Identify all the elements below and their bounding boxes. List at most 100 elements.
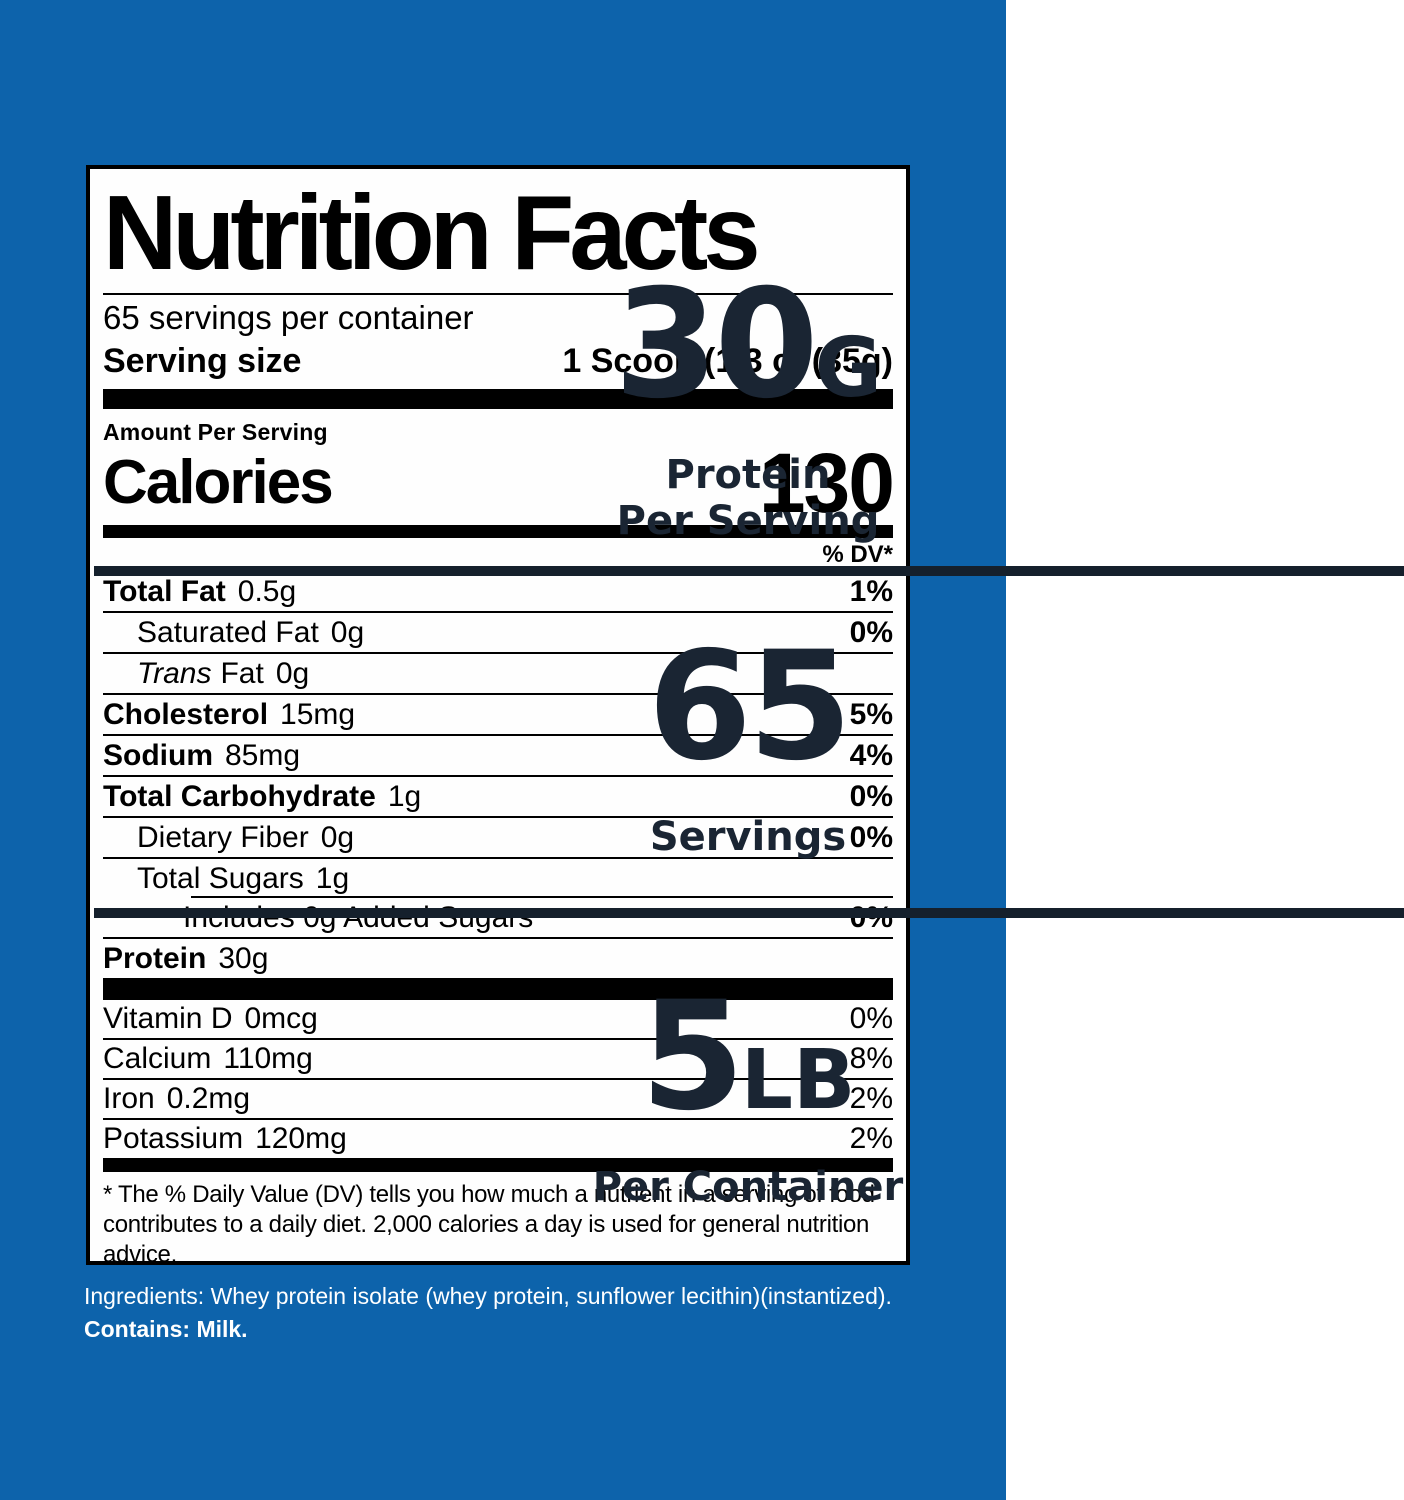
label-title: Nutrition Facts [103,174,761,292]
calories-label: Calories [103,448,334,517]
nutrient-amount: 0.5g [237,574,297,608]
separator-bar-medium [103,1158,893,1172]
nutrient-name: Total Fat [103,574,226,608]
right-stats-panel [1006,0,1404,1500]
nutrient-dv: 0% [849,779,893,813]
stat-weight-per-container: 5LB Per Container [96,982,1400,1210]
row-total-carbohydrate: Total Carbohydrate 1g 0% [103,777,893,818]
stat-caption-line1: Per Container [592,1164,904,1210]
nutrient-amount: 1g [315,861,350,895]
serving-size-value: 1 Scoop (1/3 c) (35g) [562,342,893,380]
stat-caption: Servings [96,814,1400,860]
vitamin-dv: 2% [849,1122,893,1155]
amount-per-serving-label: Amount Per Serving [103,419,328,445]
dv-footnote: * The % Daily Value (DV) tells you how m… [103,1181,875,1265]
calories-row: Calories 130 [103,436,895,530]
row-sodium: Sodium 85mg 4% [103,736,893,777]
nutrient-name: Protein [103,941,207,975]
stat-value: 65 [96,632,1400,806]
stat-divider [94,566,1404,576]
nutrient-name-amount: Saturated Fat 0g [103,616,364,650]
vitamin-name-amount: Iron 0.2mg [103,1082,250,1116]
stat-caption: Protein Per Serving [96,452,1400,544]
stat-caption-line1: Protein [665,452,831,498]
row-total-fat: Total Fat 0.5g 1% [103,572,893,613]
nutrient-amount: 30g [218,941,269,975]
vitamin-amount: 120mg [255,1122,347,1155]
nutrient-name-amount: Total Carbohydrate 1g [103,780,421,814]
vitamin-dv: 0% [849,1002,893,1035]
nutrient-dv: 4% [849,738,893,772]
daily-value-header: % DV* [822,541,893,568]
nutrient-name-amount: Sodium 85mg [103,739,300,773]
servings-per-container: 65 servings per container [103,299,474,336]
nutrient-amount: 0g [275,656,310,690]
stat-value: 30G [96,270,1400,444]
nutrient-dv: 5% [849,697,893,731]
nutrient-amount: 0g [330,615,365,649]
stat-number: 30 [613,258,819,432]
ingredients-text: Ingredients: Whey protein isolate (whey … [84,1283,892,1309]
nutrient-name-amount: Protein 30g [103,942,268,976]
row-potassium: Potassium 120mg 2% [103,1120,893,1158]
nutrient-name: Total Sugars [137,861,304,895]
row-protein: Protein 30g [103,939,893,978]
stat-caption-line1: Servings [649,814,847,860]
stat-number: 65 [647,620,853,794]
stat-number: 5 [640,970,744,1144]
nutrient-dv: 0% [849,615,893,649]
vitamin-name: Calcium [103,1042,212,1075]
trans-italic-prefix: Trans [137,656,212,690]
contains-text: Contains: Milk. [84,1316,248,1342]
vitamin-amount: 110mg [223,1042,313,1075]
stat-unit: LB [740,1033,856,1128]
stat-value: 5LB [96,982,1400,1156]
row-calcium: Calcium 110mg 8% [103,1040,893,1080]
nutrient-name-amount: Trans Fat 0g [103,657,309,691]
serving-size-row: Serving size 1 Scoop (1/3 c) (35g) [103,339,893,383]
nutrient-dv: 1% [849,574,893,608]
nutrient-amount: 1g [387,779,422,813]
separator-bar-medium [103,525,893,538]
stat-caption: Per Container [96,1164,1400,1210]
row-dietary-fiber: Dietary Fiber 0g 0% [103,818,893,859]
vitamin-amount: 0.2mg [166,1082,251,1115]
row-vitamin-d: Vitamin D 0mcg 0% [103,1000,893,1040]
stat-servings: 65 Servings [96,632,1400,860]
vitamin-name-amount: Vitamin D 0mcg [103,1002,318,1036]
row-cholesterol: Cholesterol 15mg 5% [103,695,893,736]
nutrient-name: Total Carbohydrate [103,779,376,813]
row-trans-fat: Trans Fat 0g [103,654,893,695]
separator-bar-thick [103,389,893,409]
title-rule [103,293,893,295]
vitamin-dv: 8% [849,1042,893,1075]
calories-value: 130 [758,436,895,530]
nutrient-amount: 0g [320,820,355,854]
vitamin-name: Iron [103,1082,155,1115]
row-added-sugars: Includes 0g Added Sugars 0% [103,898,893,939]
stat-divider [94,908,1404,918]
vitamin-name-amount: Calcium 110mg [103,1042,313,1076]
nutrition-facts-label: Nutrition Facts 65 servings per containe… [86,165,910,1265]
row-iron: Iron 0.2mg 2% [103,1080,893,1120]
nutrient-name: Cholesterol [103,697,269,731]
vitamin-name: Vitamin D [103,1002,233,1035]
nutrient-name: Dietary Fiber [137,820,309,854]
stat-caption-line2: Per Serving [616,498,880,544]
nutrient-name: Fat [220,656,264,690]
nutrient-name-amount: Total Fat 0.5g [103,575,296,609]
vitamin-amount: 0mcg [244,1002,318,1035]
nutrient-name-amount: Cholesterol 15mg [103,698,355,732]
nutrient-name: Saturated Fat [137,615,319,649]
nutrient-name-amount: Total Sugars 1g [103,862,349,896]
serving-size-label: Serving size [103,342,302,380]
stat-unit: G [814,321,883,416]
separator-bar-thick [103,978,893,1000]
nutrient-name: Sodium [103,738,213,772]
row-saturated-fat: Saturated Fat 0g 0% [103,613,893,654]
nutrient-dv: 0% [849,820,893,854]
row-total-sugars: Total Sugars 1g [103,859,893,898]
vitamin-name-amount: Potassium 120mg [103,1122,347,1156]
vitamin-name: Potassium [103,1122,244,1155]
stat-protein-per-serving: 30G Protein Per Serving [96,270,1400,544]
